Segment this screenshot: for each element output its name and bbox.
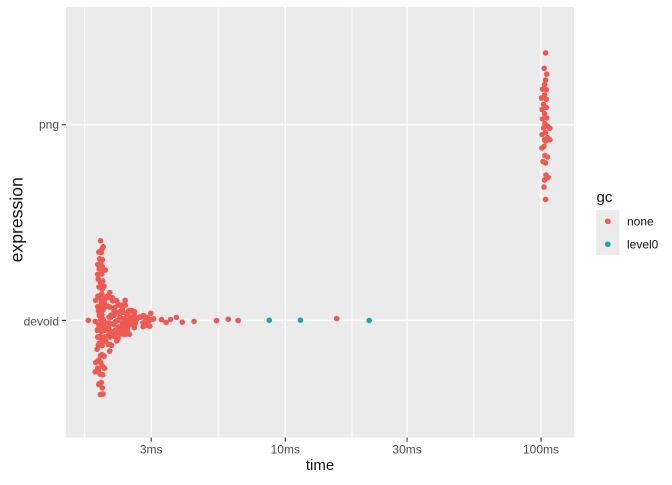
svg-text:level0: level0 <box>627 238 659 252</box>
svg-text:3ms: 3ms <box>140 443 163 457</box>
svg-text:gc: gc <box>597 189 613 206</box>
svg-text:none: none <box>627 215 654 229</box>
svg-text:png: png <box>39 118 59 132</box>
svg-text:time: time <box>306 457 334 474</box>
svg-text:devoid: devoid <box>24 314 59 328</box>
svg-text:10ms: 10ms <box>271 443 300 457</box>
svg-text:30ms: 30ms <box>392 443 421 457</box>
svg-text:100ms: 100ms <box>523 443 559 457</box>
svg-text:expression: expression <box>6 177 26 262</box>
